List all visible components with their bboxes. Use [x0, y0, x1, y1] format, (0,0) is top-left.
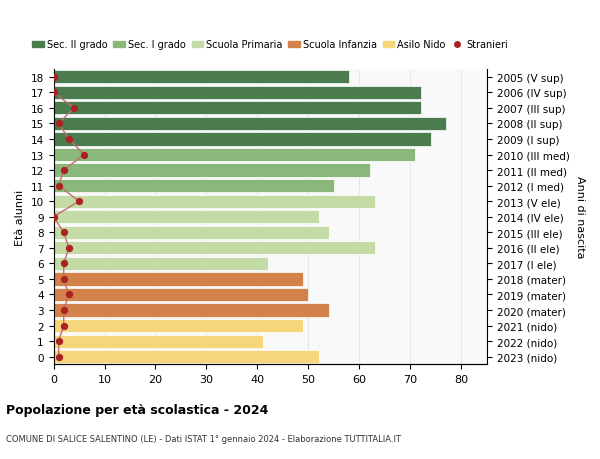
Point — [64, 136, 74, 143]
Bar — [53, 195, 374, 208]
Point — [59, 307, 68, 314]
Point — [49, 90, 58, 97]
Point — [54, 120, 64, 128]
Point — [54, 183, 64, 190]
Text: Popolazione per età scolastica - 2024: Popolazione per età scolastica - 2024 — [6, 403, 268, 416]
Y-axis label: Anni di nascita: Anni di nascita — [575, 176, 585, 258]
Point — [59, 260, 68, 268]
Point — [59, 322, 68, 330]
Point — [79, 151, 89, 159]
Point — [59, 229, 68, 236]
Bar — [53, 288, 308, 302]
Point — [54, 353, 64, 361]
Point — [74, 198, 84, 206]
Bar — [53, 102, 421, 115]
Bar — [53, 71, 349, 84]
Bar — [53, 304, 329, 317]
Bar — [53, 273, 304, 286]
Point — [49, 213, 58, 221]
Bar — [53, 86, 421, 100]
Bar — [53, 211, 319, 224]
Point — [54, 338, 64, 345]
Bar — [53, 164, 370, 177]
Point — [59, 167, 68, 174]
Point — [64, 291, 74, 298]
Point — [69, 105, 79, 112]
Y-axis label: Età alunni: Età alunni — [15, 189, 25, 245]
Bar — [53, 257, 268, 270]
Bar — [53, 226, 329, 240]
Bar — [53, 118, 446, 131]
Bar — [53, 179, 334, 193]
Text: COMUNE DI SALICE SALENTINO (LE) - Dati ISTAT 1° gennaio 2024 - Elaborazione TUTT: COMUNE DI SALICE SALENTINO (LE) - Dati I… — [6, 434, 401, 442]
Legend: Sec. II grado, Sec. I grado, Scuola Primaria, Scuola Infanzia, Asilo Nido, Stran: Sec. II grado, Sec. I grado, Scuola Prim… — [29, 36, 512, 54]
Bar — [53, 242, 374, 255]
Bar — [53, 149, 415, 162]
Point — [64, 245, 74, 252]
Bar — [53, 350, 319, 364]
Point — [49, 74, 58, 81]
Bar — [53, 133, 431, 146]
Bar — [53, 319, 304, 332]
Point — [59, 276, 68, 283]
Bar — [53, 335, 263, 348]
